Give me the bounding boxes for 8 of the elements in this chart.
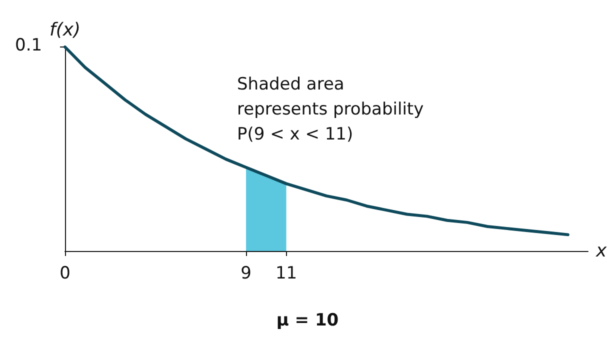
x-axis-title: x xyxy=(595,240,607,262)
annotation: 0.1 xyxy=(15,36,42,56)
x-tick-label: 9 xyxy=(240,264,252,284)
annotation: Shaded area represents probability P(9 < x < 11) xyxy=(237,74,424,144)
y-axis-title: f(x) xyxy=(49,20,81,40)
text: μ = 10 xyxy=(276,310,339,330)
x-tick-label: 11 xyxy=(275,264,298,284)
x-tick-label: 0 xyxy=(60,264,70,284)
